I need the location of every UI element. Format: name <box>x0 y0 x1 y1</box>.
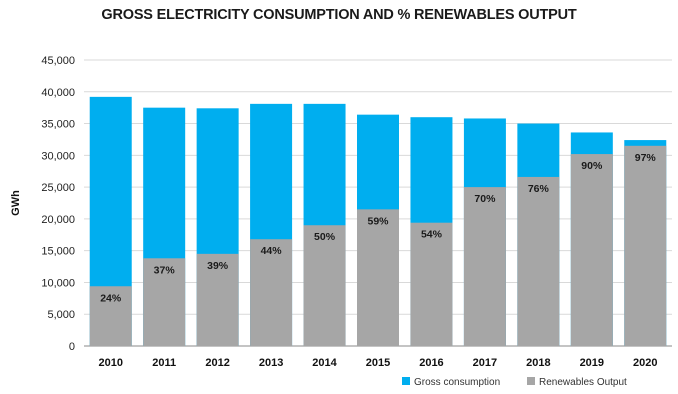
legend-swatch-renewables <box>527 377 535 385</box>
x-tick-label: 2016 <box>419 357 443 369</box>
bar-renewables-output <box>463 187 506 346</box>
x-tick-label: 2012 <box>205 357 229 369</box>
bar-renewables-output <box>250 239 293 346</box>
x-tick-label: 2019 <box>580 357 604 369</box>
data-label: 54% <box>421 229 443 241</box>
bar-renewables-output <box>570 154 613 346</box>
data-label: 97% <box>635 152 657 164</box>
data-label: 39% <box>207 260 229 272</box>
bar-renewables-output <box>303 225 346 346</box>
legend-label-renewables: Renewables Output <box>539 377 627 388</box>
data-label: 76% <box>528 183 550 195</box>
x-tick-label: 2013 <box>259 357 283 369</box>
y-tick-label: 30,000 <box>41 150 75 162</box>
y-axis-label: GWh <box>10 190 22 216</box>
bar-renewables-output <box>357 209 399 346</box>
bar-renewables-output <box>410 222 453 346</box>
x-tick-label: 2018 <box>526 357 550 369</box>
y-tick-label: 45,000 <box>41 55 75 67</box>
y-tick-label: 5,000 <box>47 309 75 321</box>
data-label: 70% <box>474 193 496 205</box>
y-tick-label: 15,000 <box>41 246 75 258</box>
y-tick-label: 20,000 <box>41 214 75 226</box>
y-tick-label: 40,000 <box>41 87 75 99</box>
bar-renewables-output <box>196 253 239 346</box>
chart-title: GROSS ELECTRICITY CONSUMPTION AND % RENE… <box>101 7 577 23</box>
data-label: 50% <box>314 231 336 243</box>
bar-renewables-output <box>517 176 560 346</box>
bar-renewables-output <box>624 145 667 346</box>
y-tick-label: 25,000 <box>41 182 75 194</box>
data-label: 59% <box>367 215 389 227</box>
y-tick-label: 0 <box>69 341 75 353</box>
x-tick-label: 2017 <box>473 357 497 369</box>
data-label: 90% <box>581 160 603 172</box>
bar-renewables-output <box>89 286 132 346</box>
x-tick-label: 2020 <box>633 357 657 369</box>
y-tick-label: 10,000 <box>41 277 75 289</box>
data-label: 24% <box>100 292 122 304</box>
data-label: 37% <box>154 264 176 276</box>
x-tick-label: 2010 <box>98 357 122 369</box>
x-tick-label: 2011 <box>152 357 176 369</box>
legend-label-gross: Gross consumption <box>414 377 500 388</box>
x-tick-label: 2015 <box>366 357 390 369</box>
bar-renewables-output <box>143 258 186 346</box>
legend-swatch-gross <box>402 377 410 385</box>
y-tick-label: 35,000 <box>41 119 75 131</box>
data-label: 44% <box>261 245 283 257</box>
x-tick-label: 2014 <box>312 357 337 369</box>
